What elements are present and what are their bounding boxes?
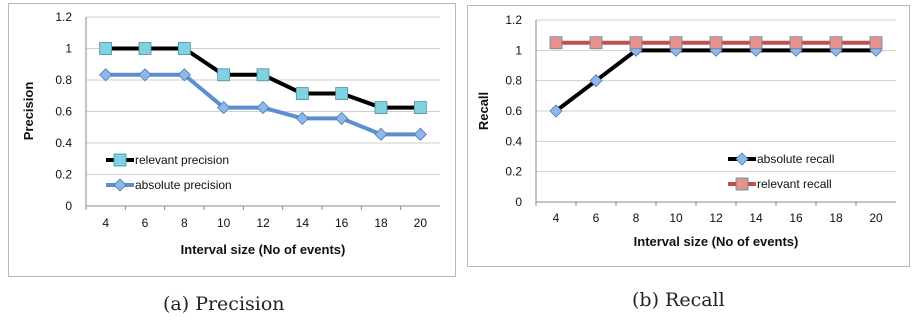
x-tick-label: 16 <box>335 216 349 230</box>
data-point <box>374 101 388 114</box>
data-point <box>589 74 603 88</box>
recall-caption: (b) Recall <box>632 289 725 311</box>
precision-caption: (a) Precision <box>163 293 285 315</box>
data-point <box>749 36 763 50</box>
data-point <box>217 68 231 82</box>
data-point <box>629 36 643 50</box>
x-tick-label: 14 <box>749 211 763 225</box>
y-tick-label: 0.4 <box>55 136 72 150</box>
y-tick-label: 1 <box>65 42 72 56</box>
data-point <box>789 36 803 50</box>
data-point <box>138 42 152 55</box>
data-point <box>669 36 683 50</box>
legend-label: absolute precision <box>135 178 232 192</box>
legend-marker <box>735 177 749 191</box>
data-point <box>138 68 152 82</box>
data-point <box>335 87 349 100</box>
x-tick-label: 6 <box>142 216 149 230</box>
data-point <box>217 100 231 115</box>
x-tick-label: 18 <box>374 216 388 230</box>
x-tick-label: 10 <box>217 216 231 230</box>
x-tick-label: 12 <box>709 211 723 225</box>
y-tick-label: 0.4 <box>505 134 522 148</box>
legend-label: relevant recall <box>757 177 832 191</box>
y-tick-label: 1.2 <box>505 13 522 27</box>
y-tick-label: 0.6 <box>55 105 72 119</box>
y-tick-label: 0 <box>65 199 72 213</box>
recall-chart: 0 0.2 0.4 0.6 0.8 1 1.2 4 6 8 10 12 14 16 18 20 Interval… <box>476 13 896 249</box>
x-tick-label: 10 <box>669 211 683 225</box>
x-tick-label: 20 <box>414 216 428 230</box>
data-point <box>589 36 603 50</box>
y-tick-label: 0.8 <box>505 74 522 88</box>
recall-chart-panel: 0 0.2 0.4 0.6 0.8 1 1.2 4 6 8 10 12 14 16 18 20 Interval… <box>460 0 913 325</box>
x-axis-title: Interval size (No of events) <box>181 242 346 257</box>
data-point <box>295 87 309 100</box>
x-tick-label: 16 <box>789 211 803 225</box>
precision-chart: 0 0.2 0.4 0.6 0.8 1 1.2 4 6 8 10 12 14 16 18 20 Interval… <box>21 10 440 257</box>
data-point <box>413 101 427 114</box>
x-tick-label: 8 <box>181 216 188 230</box>
y-tick-label: 0.2 <box>505 165 522 179</box>
data-point <box>335 111 349 125</box>
legend-marker <box>735 152 749 166</box>
data-point <box>99 68 113 82</box>
y-tick-label: 1 <box>515 43 522 57</box>
data-point <box>295 111 309 125</box>
y-tick-label: 1.2 <box>55 10 72 24</box>
x-tick-label: 12 <box>256 216 270 230</box>
data-point <box>709 36 723 50</box>
data-point <box>413 127 427 141</box>
precision-chart-panel: 0 0.2 0.4 0.6 0.8 1 1.2 4 6 8 10 12 14 16 18 20 Interval… <box>0 0 456 325</box>
data-point <box>256 100 270 115</box>
legend-marker <box>113 153 127 167</box>
data-point <box>869 36 883 50</box>
y-tick-label: 0 <box>515 195 522 209</box>
x-axis-title: Interval size (No of events) <box>634 234 799 249</box>
legend-marker <box>113 178 127 192</box>
y-tick-label: 0.6 <box>505 104 522 118</box>
data-point <box>829 36 843 50</box>
x-tick-label: 6 <box>593 211 600 225</box>
data-point <box>549 104 563 118</box>
y-tick-label: 0.2 <box>55 168 72 182</box>
x-tick-label: 20 <box>869 211 883 225</box>
data-point <box>256 68 270 82</box>
legend-label: relevant precision <box>135 153 229 167</box>
legend-label: absolute recall <box>757 152 834 166</box>
data-point <box>177 42 191 55</box>
y-axis-title: Precision <box>21 82 36 141</box>
x-tick-label: 18 <box>829 211 843 225</box>
data-point <box>99 42 113 55</box>
x-tick-label: 4 <box>553 211 560 225</box>
x-tick-label: 4 <box>102 216 109 230</box>
y-axis-title: Recall <box>476 92 491 130</box>
data-point <box>549 36 563 50</box>
data-point <box>177 68 191 82</box>
y-tick-label: 0.8 <box>55 73 72 87</box>
x-tick-label: 14 <box>296 216 310 230</box>
x-tick-label: 8 <box>633 211 640 225</box>
data-point <box>374 127 388 141</box>
